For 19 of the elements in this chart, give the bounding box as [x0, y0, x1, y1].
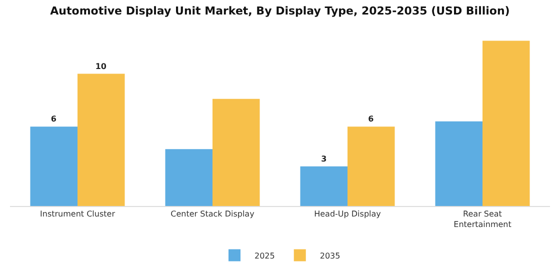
x-tick-label: Instrument Cluster [40, 210, 116, 219]
data-label: 6 [368, 114, 374, 124]
bar [482, 40, 530, 206]
data-label: 10 [95, 62, 107, 71]
bar [30, 126, 78, 206]
x-tick-label: Rear Seat Entertainment [454, 210, 512, 229]
bar [165, 149, 212, 206]
x-tick-label: Center Stack Display [170, 210, 255, 219]
x-tick-label: Head-Up Display [314, 210, 382, 219]
bar [78, 74, 125, 206]
legend-label: 2035 [320, 251, 340, 260]
bar [212, 98, 260, 206]
bar [348, 126, 395, 206]
data-label: 6 [50, 114, 57, 124]
chart-title: Automotive Display Unit Market, By Display Type, 2025-2035 (USD Billion) [50, 4, 510, 18]
bar [435, 121, 482, 206]
data-label: 3 [321, 154, 327, 164]
legend-label: 2025 [254, 251, 275, 260]
bar [300, 166, 348, 206]
